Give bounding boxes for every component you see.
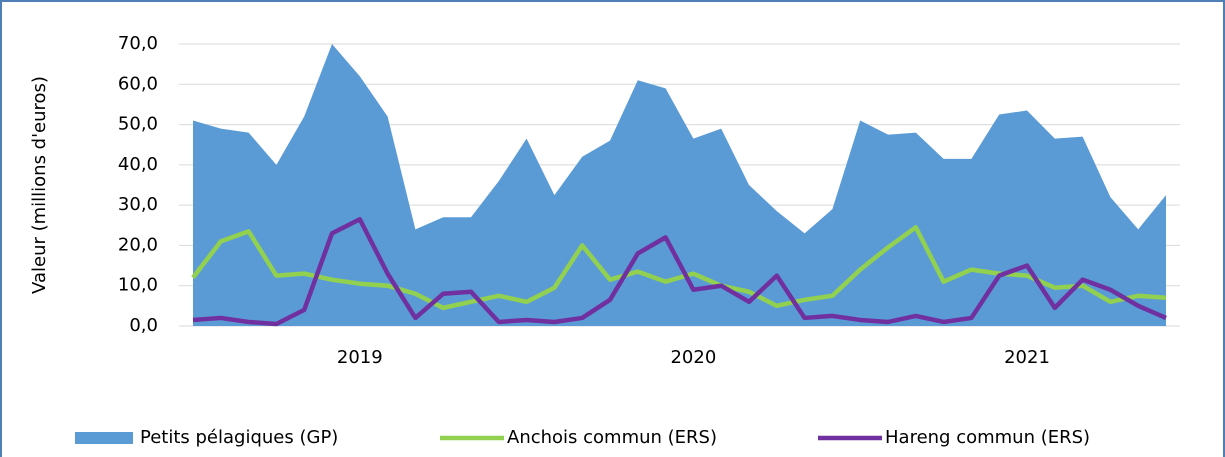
x-tick-label: 2019 <box>337 347 383 368</box>
y-tick-label: 60,0 <box>118 73 158 94</box>
x-tick-label: 2020 <box>670 347 716 368</box>
line <box>192 216 1167 327</box>
y-tick-label: 30,0 <box>118 194 158 215</box>
area <box>193 44 1166 326</box>
x-tick-label: 2021 <box>1004 347 1050 368</box>
legend-label: Hareng commun (ERS) <box>885 427 1090 448</box>
y-tick-label: 50,0 <box>118 114 158 135</box>
y-tick-label: 0,0 <box>129 315 158 336</box>
legend-label: Anchois commun (ERS) <box>507 427 717 448</box>
y-tick-label: 10,0 <box>118 275 158 296</box>
y-tick-label: 20,0 <box>118 234 158 255</box>
legend-swatch <box>75 432 133 444</box>
y-axis-label: Valeur (millions d'euros) <box>29 76 50 294</box>
y-tick-label: 70,0 <box>118 33 158 54</box>
y-tick-label: 40,0 <box>118 154 158 175</box>
legend-label: Petits pélagiques (GP) <box>140 427 338 448</box>
